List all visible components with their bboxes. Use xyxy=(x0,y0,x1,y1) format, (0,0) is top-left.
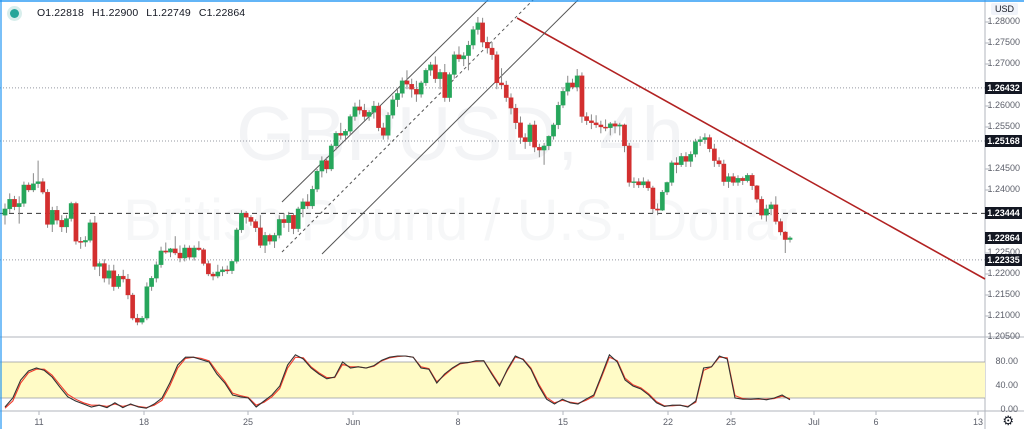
price-tick-label: 1.28000 xyxy=(987,16,1020,26)
price-level-badge: 1.22864 xyxy=(985,231,1022,244)
time-tick-label: 22 xyxy=(662,417,674,427)
left-highlight-border xyxy=(0,0,2,429)
market-status-icon xyxy=(10,8,19,18)
price-level-badge: 1.23444 xyxy=(985,207,1022,220)
price-tick-label: 1.25500 xyxy=(987,121,1020,131)
time-tick-label: 13 xyxy=(972,417,984,427)
time-tick-label: Jun xyxy=(345,417,361,427)
watermark-description: British Pound / U.S. Dollar xyxy=(123,188,797,253)
price-tick-label: 1.27500 xyxy=(987,37,1020,47)
channel-upper-line[interactable] xyxy=(281,0,490,203)
stochastic-band xyxy=(0,362,985,398)
price-tick-label: 1.27000 xyxy=(987,58,1020,68)
price-level-badge: 1.26432 xyxy=(985,81,1022,94)
time-tick-label: 25 xyxy=(725,417,737,427)
legend-open: O1.22818 xyxy=(37,7,84,19)
price-level-badge: 1.22335 xyxy=(985,253,1022,266)
price-tick-label: 1.22500 xyxy=(987,247,1020,257)
legend-close: C1.22864 xyxy=(198,7,246,19)
stochastic-k-line xyxy=(4,353,791,409)
time-tick-label: 8 xyxy=(455,417,461,427)
legend-high: H1.22900 xyxy=(91,7,139,19)
time-tick-label: 15 xyxy=(557,417,569,427)
settings-gear-icon[interactable]: ⚙ xyxy=(1002,413,1014,428)
price-level-badge: 1.25168 xyxy=(985,134,1022,147)
watermark-symbol: GBPUSD, 4h xyxy=(236,92,684,177)
descending-trendline[interactable] xyxy=(516,17,986,280)
price-tick-label: 1.22000 xyxy=(987,268,1020,278)
candlestick-series xyxy=(2,16,793,326)
price-tick-label: 1.21000 xyxy=(987,310,1020,320)
legend-low: L1.22749 xyxy=(146,7,191,19)
time-tick-label: 25 xyxy=(242,417,254,427)
price-tick-label: 1.24500 xyxy=(987,163,1020,173)
oscillator-tick-label: 80.00 xyxy=(995,356,1018,366)
price-tick-label: 1.24000 xyxy=(987,184,1020,194)
price-tick-label: 1.20500 xyxy=(987,331,1020,341)
oscillator-tick-label: 40.00 xyxy=(995,380,1018,390)
price-tick-label: 1.21500 xyxy=(987,289,1020,299)
time-tick-label: Jul xyxy=(808,417,820,427)
time-tick-label: 11 xyxy=(34,417,44,427)
ohlc-legend: O1.22818 H1.22900 L1.22749 C1.22864 xyxy=(8,4,245,22)
channel-lower-line[interactable] xyxy=(321,0,580,255)
time-tick-label: 6 xyxy=(873,417,879,427)
oscillator-tick-label: 0.00 xyxy=(1000,404,1018,414)
price-tick-label: 1.26000 xyxy=(987,100,1020,110)
currency-label[interactable]: USD xyxy=(990,3,1018,15)
time-tick-label: 18 xyxy=(138,417,150,427)
top-highlight-border xyxy=(0,0,1024,2)
